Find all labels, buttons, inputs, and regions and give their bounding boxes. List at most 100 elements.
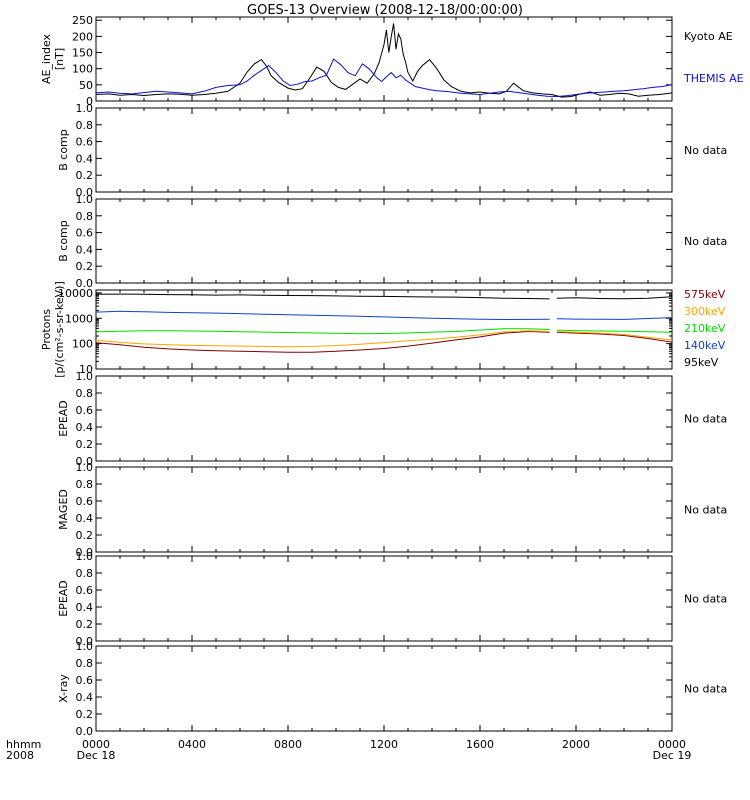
- y-tick-label: 100: [72, 338, 93, 351]
- figure-title: GOES-13 Overview (2008-12-18/00:00:00): [247, 3, 523, 18]
- y-axis-label: [p/(cm²-s-sr-keV)]: [53, 281, 66, 378]
- y-tick-label: 0.4: [76, 601, 94, 614]
- x-tick-label: 0000: [658, 738, 686, 751]
- y-tick-label: 0.6: [76, 584, 94, 597]
- y-tick-label: 0.2: [76, 438, 94, 451]
- y-tick-label: 1.0: [76, 102, 94, 115]
- y-tick-label: 1.0: [76, 193, 94, 206]
- series-line-protons-0: [556, 331, 672, 343]
- y-tick-label: 1.0: [76, 461, 94, 474]
- x-date-label: Dec 19: [653, 749, 692, 762]
- y-tick-label: 0.2: [76, 260, 94, 273]
- panel-protons: 10 100 1000 10000 Protons [p/(cm²-s-sr-keV)] 5…: [40, 281, 726, 378]
- y-axis-label: EPEAD: [57, 400, 70, 437]
- y-axis-label: X-ray: [57, 674, 70, 703]
- y-axis-label: Protons: [40, 309, 53, 350]
- y-tick-label: 0.6: [76, 674, 94, 687]
- y-axis-label: AE_index: [40, 33, 53, 84]
- series-line-ae-0: [96, 23, 672, 98]
- y-tick-label: 0.4: [76, 691, 94, 704]
- y-tick-label: 0.4: [76, 512, 94, 525]
- panel-ae: 0 50 100 150 200 250 AE_index [nT] Kyoto AE THEMI…: [40, 14, 744, 108]
- x-tick-label: 1600: [466, 738, 494, 751]
- series-line-ae-1: [96, 58, 672, 98]
- y-tick-label: 0.0: [76, 455, 94, 468]
- y-tick-label: 0.8: [76, 119, 94, 132]
- y-axis-label: [nT]: [53, 48, 66, 70]
- x-tick-label: 1200: [370, 738, 398, 751]
- series-line-protons-3: [96, 310, 550, 321]
- y-tick-label: 0.4: [76, 152, 94, 165]
- y-tick-label: 0.6: [76, 227, 94, 240]
- y-tick-label: 0.8: [76, 567, 94, 580]
- y-tick-label: 0.0: [76, 277, 94, 290]
- series-line-protons-4: [96, 293, 550, 300]
- panel-frame: [95, 466, 673, 553]
- legend-entry: 300keV: [684, 305, 726, 318]
- time-axis-row-label-hhmm: hhmm: [6, 738, 41, 751]
- no-data-status: No data: [684, 144, 727, 157]
- y-tick-label: 0.2: [76, 708, 94, 721]
- y-tick-label: 10: [79, 363, 93, 376]
- panels-group: 0 50 100 150 200 250 AE_index [nT] Kyoto AE THEMI…: [40, 14, 744, 738]
- y-tick-label: 0.2: [76, 169, 94, 182]
- series-line-protons-3: [556, 317, 672, 320]
- y-tick-label: 0.8: [76, 657, 94, 670]
- x-tick-label: 0000: [82, 738, 110, 751]
- panel-frame: [95, 107, 673, 193]
- legend-entry: 140keV: [684, 339, 726, 352]
- panel-epead2: 0.0 0.2 0.4 0.6 0.8 1.0 EPEAD No data: [57, 550, 727, 648]
- y-tick-label: 0.4: [76, 243, 94, 256]
- x-tick-label: 2000: [562, 738, 590, 751]
- y-tick-label: 1000: [65, 312, 93, 325]
- y-tick-label: 100: [72, 63, 93, 76]
- panel-bcomp1: 0.0 0.2 0.4 0.6 0.8 1.0 B comp No data: [57, 102, 727, 199]
- x-tick-label: 0800: [274, 738, 302, 751]
- panel-frame: [95, 198, 673, 284]
- y-tick-label: 50: [79, 79, 93, 92]
- y-tick-label: 0: [86, 95, 93, 108]
- no-data-status: No data: [684, 683, 727, 696]
- series-line-protons-1: [96, 330, 550, 348]
- y-tick-label: 150: [72, 47, 93, 60]
- y-tick-label: 0.0: [76, 635, 94, 648]
- panel-xray: 0.0 0.2 0.4 0.6 0.8 1.0 X-ray No data: [57, 640, 727, 738]
- legend-entry: Kyoto AE: [684, 30, 733, 43]
- panel-bcomp2: 0.0 0.2 0.4 0.6 0.8 1.0 B comp No data: [57, 193, 727, 290]
- y-axis-label: B comp: [57, 220, 70, 262]
- y-tick-label: 1.0: [76, 550, 94, 563]
- x-tick-label: 0400: [178, 738, 206, 751]
- y-tick-label: 0.8: [76, 478, 94, 491]
- y-tick-label: 0.6: [76, 404, 94, 417]
- y-tick-label: 0.0: [76, 546, 94, 559]
- y-tick-label: 10000: [58, 287, 93, 300]
- panel-frame: [95, 555, 673, 642]
- x-date-label: Dec 18: [77, 749, 116, 762]
- y-axis-label: MAGED: [57, 489, 70, 530]
- panel-frame: [95, 289, 673, 370]
- y-tick-label: 1.0: [76, 370, 94, 383]
- y-tick-label: 0.2: [76, 618, 94, 631]
- panel-frame: [95, 375, 673, 462]
- panel-frame: [95, 16, 673, 102]
- y-axis-label: EPEAD: [57, 580, 70, 617]
- y-tick-label: 0.4: [76, 421, 94, 434]
- series-line-protons-2: [96, 328, 550, 335]
- series-line-protons-4: [556, 296, 672, 300]
- time-axis-row-label-year: 2008: [6, 749, 34, 762]
- time-axis: hhmm 2008 0000 0400 0800 1200 1600 2000 0000De…: [6, 738, 691, 762]
- no-data-status: No data: [684, 235, 727, 248]
- series-line-protons-2: [556, 329, 672, 333]
- panel-epead1: 0.0 0.2 0.4 0.6 0.8 1.0 EPEAD No data: [57, 370, 727, 468]
- no-data-status: No data: [684, 593, 727, 606]
- no-data-status: No data: [684, 413, 727, 426]
- y-tick-label: 0.2: [76, 529, 94, 542]
- y-tick-label: 0.6: [76, 495, 94, 508]
- y-tick-label: 0.6: [76, 136, 94, 149]
- panel-frame: [95, 645, 673, 732]
- series-line-protons-1: [556, 331, 672, 341]
- y-tick-label: 200: [72, 30, 93, 43]
- panel-maged: 0.0 0.2 0.4 0.6 0.8 1.0 MAGED No data: [57, 461, 727, 559]
- y-tick-label: 1.0: [76, 640, 94, 653]
